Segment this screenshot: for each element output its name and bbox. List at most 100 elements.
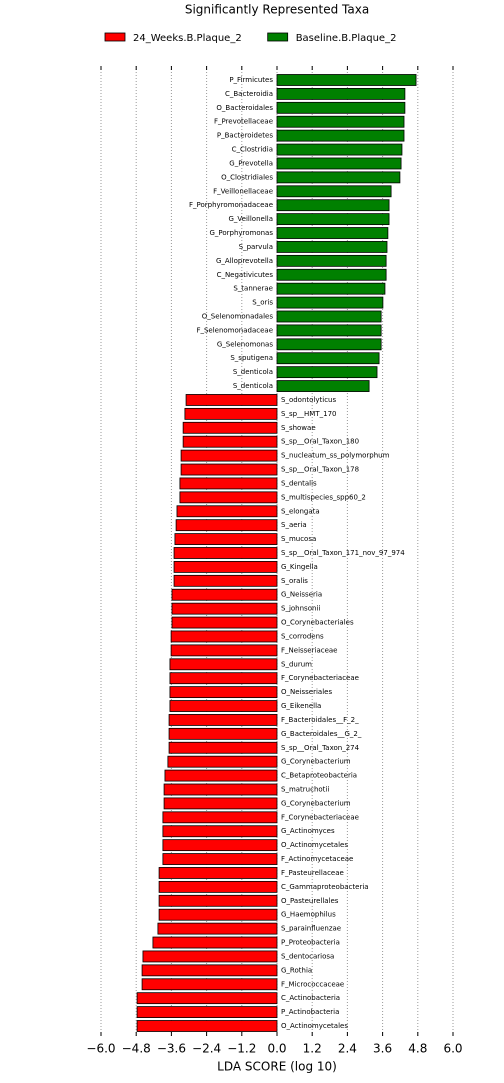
- bar: [141, 964, 278, 977]
- bar: [276, 115, 405, 128]
- category-label: S_denticola: [233, 382, 273, 390]
- bar: [168, 741, 278, 754]
- category-label: G_Eikenella: [281, 702, 321, 710]
- x-tick-label: 2.4: [338, 1042, 357, 1056]
- bar: [276, 74, 417, 86]
- bar: [276, 213, 390, 226]
- category-label: S_tannerae: [233, 285, 273, 293]
- x-tick-label: −2.4: [192, 1042, 221, 1056]
- category-label: G_Neisseria: [281, 591, 322, 599]
- category-label: O_Neisseriales: [281, 688, 332, 696]
- category-label: P_Proteobacteria: [281, 939, 340, 947]
- bar: [176, 505, 278, 518]
- bar: [173, 561, 278, 573]
- bar: [173, 547, 278, 559]
- category-label: G_Selenomonas: [217, 340, 273, 348]
- x-axis-label: LDA SCORE (log 10): [217, 1060, 337, 1074]
- bar: [276, 199, 390, 212]
- bar: [276, 282, 386, 295]
- category-label: O_Actinomycetales: [281, 1022, 348, 1030]
- category-label: P_Actinobacteria: [281, 1008, 339, 1016]
- bar: [136, 1020, 278, 1032]
- bar: [179, 491, 278, 504]
- category-label: P_Firmicutes: [229, 76, 273, 84]
- category-label: S_showae: [281, 424, 316, 432]
- category-label: S_sp__Oral_Taxon_274: [281, 744, 360, 752]
- bar: [170, 644, 278, 657]
- category-label: S_sp__HMT_170: [281, 410, 336, 418]
- category-label: S_durum: [281, 660, 312, 668]
- category-label: S_oralis: [281, 577, 308, 585]
- bar: [276, 227, 389, 239]
- category-label: S_nucleatum_ss_polymorphum: [281, 452, 390, 460]
- bar: [276, 380, 370, 392]
- bar: [276, 352, 380, 365]
- bar: [158, 894, 278, 907]
- category-label: S_aeria: [281, 521, 307, 529]
- category-label: F_Prevotellaceae: [214, 118, 273, 126]
- category-label: F_Bacteroidales__F_2_: [281, 716, 359, 724]
- category-label: G_Corynebacterium: [281, 758, 351, 766]
- category-label: F_Corynebacteriaceae: [281, 813, 359, 821]
- bar: [141, 978, 278, 991]
- x-tick-label: 3.6: [373, 1042, 392, 1056]
- category-label: C_Bacteroidia: [225, 90, 273, 98]
- bar: [276, 129, 405, 142]
- category-label: G_Alloprevotella: [216, 257, 273, 265]
- legend-swatch: [104, 32, 126, 42]
- bar: [136, 1006, 278, 1018]
- bar: [163, 783, 278, 796]
- category-label: F_Neisseriaceae: [281, 646, 337, 654]
- bar: [184, 407, 278, 420]
- bar: [157, 922, 278, 935]
- category-label: F_Selenomonadaceae: [196, 326, 273, 334]
- category-label: S_dentocariosa: [281, 952, 334, 960]
- category-label: G_Kingella: [281, 563, 318, 571]
- category-label: S_oris: [252, 299, 273, 307]
- bar: [162, 825, 278, 838]
- bar: [179, 477, 278, 490]
- bar: [164, 769, 278, 782]
- bar: [169, 700, 278, 712]
- bar: [276, 366, 378, 379]
- bar: [142, 950, 278, 963]
- category-label: S_parvula: [239, 243, 273, 251]
- bar: [276, 338, 382, 351]
- category-label: S_matruchotii: [281, 786, 329, 794]
- bar: [171, 588, 278, 601]
- x-tick-label: −3.6: [157, 1042, 186, 1056]
- category-label: S_elongata: [281, 507, 320, 515]
- category-label: F_Veillonellaceae: [213, 187, 273, 195]
- category-label: P_Bacteroidetes: [217, 132, 273, 140]
- category-label: O_Corynebacteriales: [281, 619, 354, 627]
- bar: [182, 421, 278, 434]
- category-label: O_Pasteurellales: [281, 897, 339, 905]
- bar: [167, 755, 278, 768]
- bar: [276, 268, 387, 281]
- bar: [168, 727, 278, 740]
- bar: [276, 143, 403, 156]
- bar: [163, 797, 278, 810]
- bar: [276, 157, 402, 170]
- bar: [168, 714, 278, 726]
- bar: [169, 672, 278, 685]
- bar: [169, 686, 278, 699]
- bar: [276, 185, 392, 198]
- x-tick-label: −4.8: [122, 1042, 151, 1056]
- bar: [136, 992, 278, 1005]
- x-tick-label: 0.0: [267, 1042, 286, 1056]
- category-label: S_corrodens: [281, 632, 324, 640]
- bar: [162, 839, 278, 852]
- bar: [175, 519, 278, 532]
- category-label: G_Actinomyces: [281, 827, 335, 835]
- bar: [162, 853, 278, 865]
- bar: [276, 324, 382, 337]
- legend-label: 24_Weeks.B.Plaque_2: [133, 33, 242, 44]
- category-label: O_Actinomycetales: [281, 841, 348, 849]
- bar: [180, 463, 278, 476]
- category-label: C_Clostridia: [232, 146, 273, 154]
- category-label: S_denticola: [233, 368, 273, 376]
- category-label: C_Gammaproteobacteria: [281, 883, 369, 891]
- category-label: G_Bacteroidales__G_2_: [281, 730, 362, 738]
- bar: [158, 908, 278, 921]
